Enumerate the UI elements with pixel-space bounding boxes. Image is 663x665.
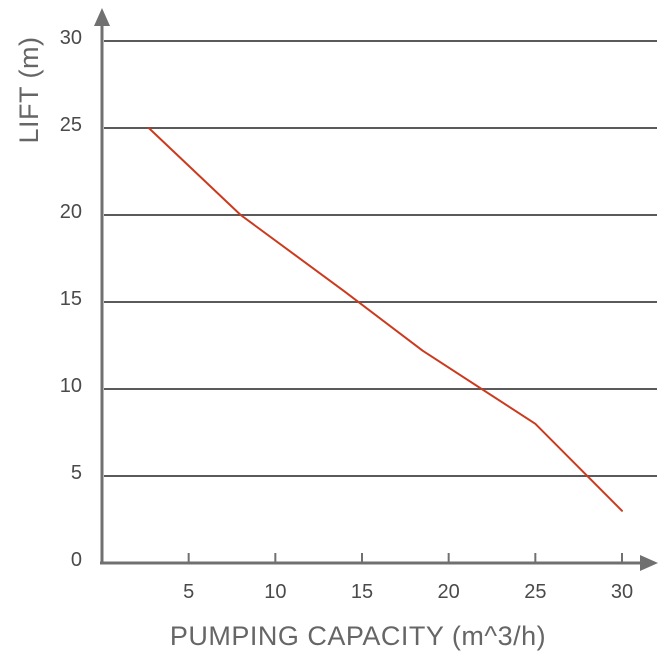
series-layer xyxy=(147,127,623,512)
x-axis-title: PUMPING CAPACITY (m^3/h) xyxy=(170,621,546,651)
x-ticks: 5 10 15 20 25 30 xyxy=(183,553,633,603)
y-axis-arrow xyxy=(94,8,110,26)
axes xyxy=(94,8,658,571)
x-tick-label: 5 xyxy=(183,581,194,603)
y-ticks: 0 5 10 15 20 25 30 xyxy=(60,27,82,571)
x-tick-label: 30 xyxy=(611,581,633,603)
y-tick-label: 25 xyxy=(60,114,82,136)
x-tick-label: 15 xyxy=(351,581,373,603)
gridlines xyxy=(104,40,657,477)
y-tick-label: 30 xyxy=(60,27,82,49)
y-axis-title: LIFT (m) xyxy=(14,37,44,144)
series-line-0 xyxy=(147,127,623,512)
x-tick-label: 10 xyxy=(264,581,286,603)
x-tick-label: 20 xyxy=(438,581,460,603)
y-tick-label: 20 xyxy=(60,201,82,223)
y-tick-label: 10 xyxy=(60,375,82,397)
y-tick-label: 5 xyxy=(71,462,82,484)
y-tick-label: 0 xyxy=(71,549,82,571)
x-axis-arrow xyxy=(640,555,658,571)
y-tick-label: 15 xyxy=(60,288,82,310)
x-tick-label: 25 xyxy=(524,581,546,603)
